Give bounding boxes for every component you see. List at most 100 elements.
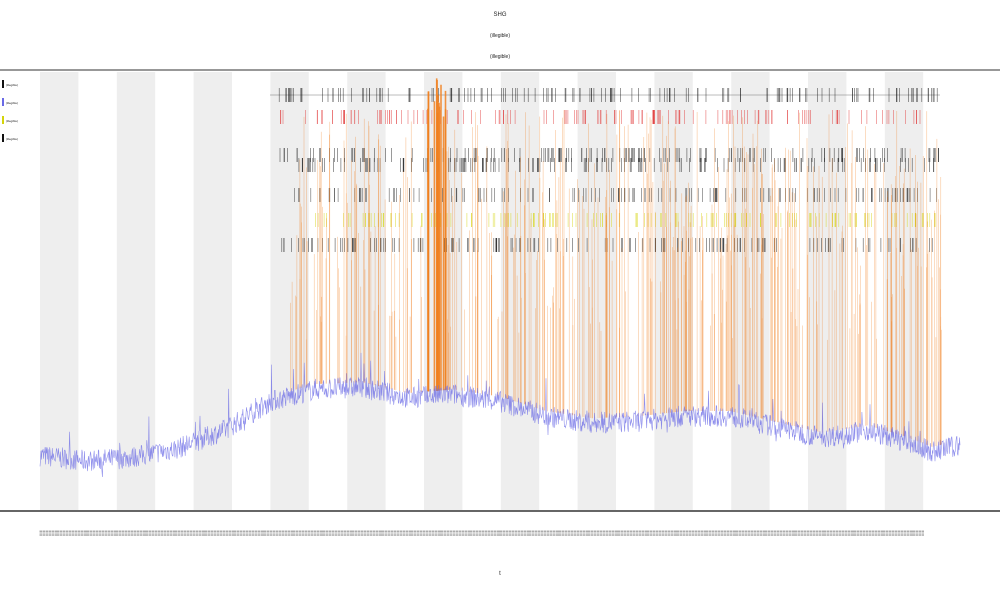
x-tick-label: |||||||| xyxy=(302,530,306,536)
x-tick-label: |||||||| xyxy=(803,530,807,536)
x-tick-label: |||||||| xyxy=(293,530,297,536)
x-tick-label: |||||||| xyxy=(437,530,441,536)
chart-subtitle-1: (illegible) xyxy=(490,33,510,39)
x-tick-label: |||||||| xyxy=(505,530,509,536)
x-tick-label: |||||||| xyxy=(921,530,925,536)
x-tick-label: |||||||| xyxy=(877,530,881,536)
x-tick-label: |||||||| xyxy=(774,530,778,536)
x-tick-label: |||||||| xyxy=(765,530,769,536)
x-tick-label: |||||||| xyxy=(623,530,627,536)
legend-swatch xyxy=(2,80,4,88)
x-tick-label: |||||||| xyxy=(307,530,311,536)
x-tick-label: |||||||| xyxy=(269,530,273,536)
x-tick-label: |||||||| xyxy=(670,530,674,536)
x-tick-label: |||||||| xyxy=(709,530,713,536)
x-tick-label: |||||||| xyxy=(650,530,654,536)
legend-entry: (illegible) xyxy=(2,116,18,124)
x-tick-label: |||||||| xyxy=(880,530,884,536)
x-tick-label: |||||||| xyxy=(237,530,241,536)
legend-label: (illegible) xyxy=(6,137,18,141)
x-tick-label: |||||||| xyxy=(266,530,270,536)
x-tick-label: |||||||| xyxy=(868,530,872,536)
x-tick-label: |||||||| xyxy=(414,530,418,536)
x-tick-label: |||||||| xyxy=(142,530,146,536)
x-tick-label: |||||||| xyxy=(712,530,716,536)
x-tick-label: |||||||| xyxy=(272,530,276,536)
x-tick-label: |||||||| xyxy=(496,530,500,536)
x-tick-label: |||||||| xyxy=(178,530,182,536)
x-tick-label: |||||||| xyxy=(473,530,477,536)
x-tick-label: |||||||| xyxy=(546,530,550,536)
x-tick-label: |||||||| xyxy=(865,530,869,536)
x-tick-label: |||||||| xyxy=(39,530,43,536)
x-tick-label: |||||||| xyxy=(561,530,565,536)
x-tick-label: |||||||| xyxy=(375,530,379,536)
x-tick-label: |||||||| xyxy=(523,530,527,536)
x-tick-label: |||||||| xyxy=(508,530,512,536)
x-tick-label: |||||||| xyxy=(614,530,618,536)
x-tick-label: |||||||| xyxy=(647,530,651,536)
x-axis-label: t xyxy=(499,571,501,577)
shaded-band xyxy=(577,72,616,510)
x-tick-label: |||||||| xyxy=(408,530,412,536)
x-tick-label: |||||||| xyxy=(216,530,220,536)
x-tick-label: |||||||| xyxy=(620,530,624,536)
x-tick-label: |||||||| xyxy=(718,530,722,536)
x-tick-label: |||||||| xyxy=(700,530,704,536)
x-tick-label: |||||||| xyxy=(225,530,229,536)
x-tick-label: |||||||| xyxy=(420,530,424,536)
legend-entry: (illegible) xyxy=(2,80,18,88)
x-tick-label: |||||||| xyxy=(113,530,117,536)
x-tick-label: |||||||| xyxy=(187,530,191,536)
x-tick-label: |||||||| xyxy=(184,530,188,536)
x-tick-label: |||||||| xyxy=(682,530,686,536)
x-tick-label: |||||||| xyxy=(411,530,415,536)
x-tick-label: |||||||| xyxy=(750,530,754,536)
x-tick-label: |||||||| xyxy=(653,530,657,536)
x-tick-label: |||||||| xyxy=(741,530,745,536)
x-tick-label: |||||||| xyxy=(458,530,462,536)
x-tick-label: |||||||| xyxy=(125,530,129,536)
x-tick-label: |||||||| xyxy=(535,530,539,536)
x-tick-label: |||||||| xyxy=(532,530,536,536)
x-tick-label: |||||||| xyxy=(886,530,890,536)
x-tick-label: |||||||| xyxy=(343,530,347,536)
x-tick-label: |||||||| xyxy=(316,530,320,536)
shaded-band xyxy=(193,72,232,510)
legend-swatch xyxy=(2,116,4,124)
x-tick-label: |||||||| xyxy=(101,530,105,536)
x-tick-label: |||||||| xyxy=(154,530,158,536)
x-tick-label: |||||||| xyxy=(490,530,494,536)
x-tick-label: |||||||| xyxy=(139,530,143,536)
x-tick-label: |||||||| xyxy=(148,530,152,536)
x-tick-label: |||||||| xyxy=(77,530,81,536)
legend-entry: (illegible) xyxy=(2,98,18,106)
x-tick-label: |||||||| xyxy=(600,530,604,536)
x-tick-label: |||||||| xyxy=(617,530,621,536)
x-tick-label: |||||||| xyxy=(378,530,382,536)
x-tick-label: |||||||| xyxy=(299,530,303,536)
x-tick-label: |||||||| xyxy=(133,530,137,536)
x-tick-label: |||||||| xyxy=(352,530,356,536)
spike-series xyxy=(290,78,942,447)
x-tick-label: |||||||| xyxy=(800,530,804,536)
x-tick-label: |||||||| xyxy=(883,530,887,536)
x-tick-label: |||||||| xyxy=(841,530,845,536)
x-tick-label: |||||||| xyxy=(552,530,556,536)
x-tick-label: |||||||| xyxy=(190,530,194,536)
x-tick-label: |||||||| xyxy=(638,530,642,536)
x-tick-label: |||||||| xyxy=(322,530,326,536)
x-tick-label: |||||||| xyxy=(310,530,314,536)
x-tick-label: |||||||| xyxy=(659,530,663,536)
x-tick-label: |||||||| xyxy=(721,530,725,536)
x-tick-label: |||||||| xyxy=(839,530,843,536)
x-tick-label: |||||||| xyxy=(900,530,904,536)
x-tick-label: |||||||| xyxy=(72,530,76,536)
x-tick-label: |||||||| xyxy=(251,530,255,536)
x-tick-label: |||||||| xyxy=(402,530,406,536)
x-tick-label: |||||||| xyxy=(576,530,580,536)
x-tick-label: |||||||| xyxy=(706,530,710,536)
x-tick-label: |||||||| xyxy=(281,530,285,536)
x-tick-label: |||||||| xyxy=(195,530,199,536)
x-tick-label: |||||||| xyxy=(234,530,238,536)
